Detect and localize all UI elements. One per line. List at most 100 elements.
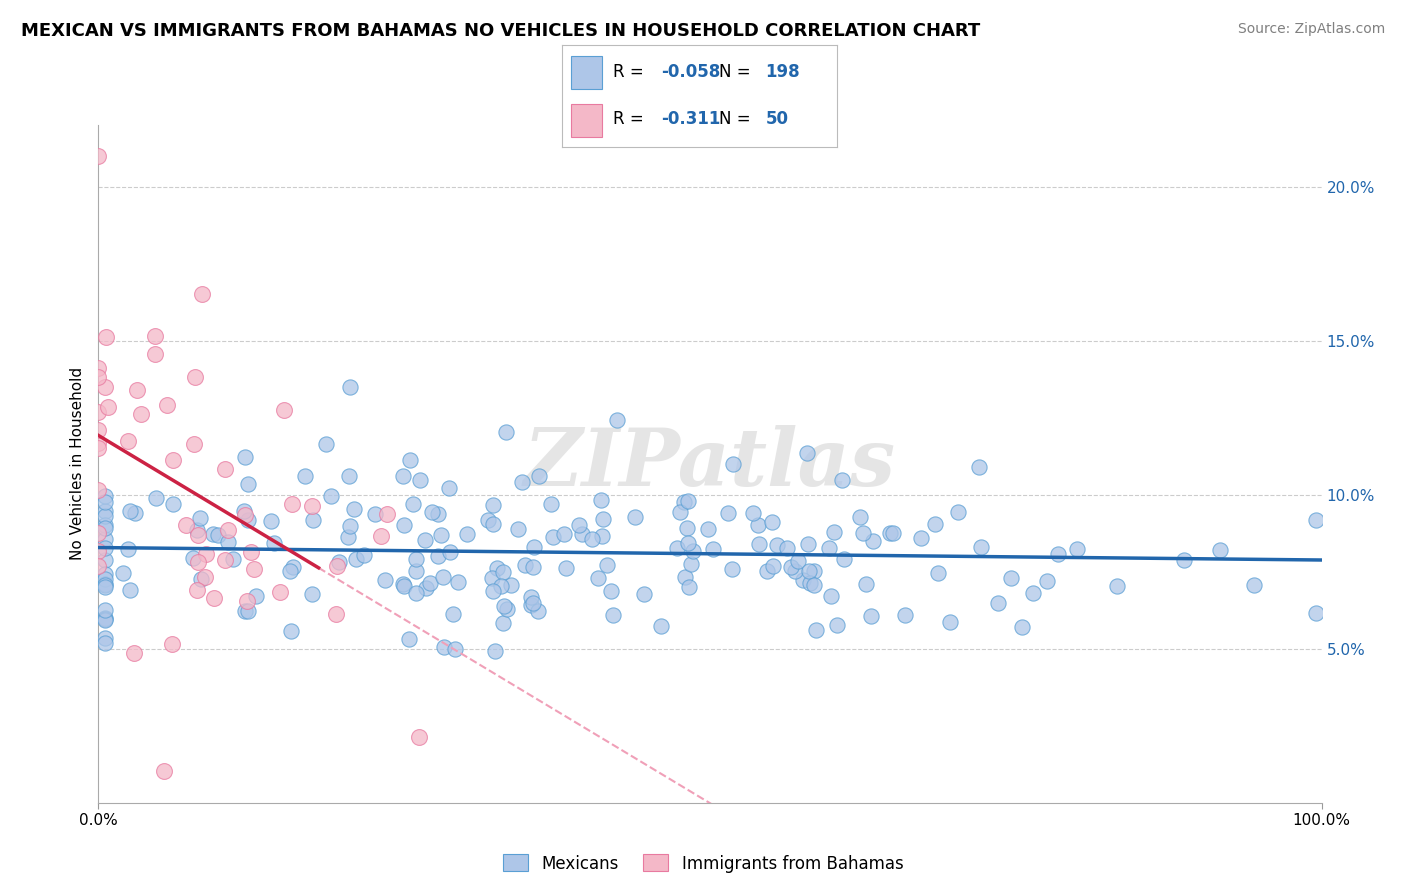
Text: R =: R = bbox=[613, 111, 650, 128]
Point bbox=[87, 423, 110, 437]
Point bbox=[1173, 553, 1195, 567]
Point bbox=[162, 637, 184, 651]
Point bbox=[924, 517, 946, 532]
Point bbox=[568, 517, 591, 532]
Point bbox=[87, 405, 110, 419]
Point bbox=[650, 619, 672, 633]
Point bbox=[581, 532, 603, 546]
Point bbox=[1022, 586, 1045, 600]
Point bbox=[415, 581, 437, 595]
Point bbox=[176, 517, 198, 532]
Point bbox=[879, 525, 901, 540]
Point bbox=[392, 579, 415, 593]
Text: 50: 50 bbox=[765, 111, 789, 128]
Text: -0.311: -0.311 bbox=[661, 111, 720, 128]
Point bbox=[482, 516, 505, 531]
Point bbox=[93, 553, 115, 567]
Point bbox=[553, 526, 575, 541]
Point bbox=[1036, 574, 1059, 589]
Point bbox=[491, 565, 513, 579]
Point bbox=[419, 576, 441, 591]
Point bbox=[278, 564, 301, 578]
Point bbox=[111, 566, 134, 580]
Point bbox=[437, 481, 460, 495]
Point bbox=[702, 542, 724, 557]
Point bbox=[1209, 542, 1232, 557]
Point bbox=[405, 564, 427, 578]
Point bbox=[633, 587, 655, 601]
Point bbox=[787, 554, 810, 568]
FancyBboxPatch shape bbox=[571, 104, 602, 137]
Point bbox=[1107, 579, 1129, 593]
FancyBboxPatch shape bbox=[571, 56, 602, 88]
Point bbox=[592, 512, 614, 526]
Point bbox=[855, 577, 877, 591]
Point bbox=[353, 549, 375, 563]
Point bbox=[243, 562, 266, 576]
Point bbox=[522, 560, 544, 574]
Point bbox=[87, 149, 110, 163]
Point bbox=[666, 541, 689, 555]
Point bbox=[93, 495, 115, 509]
Point bbox=[527, 604, 550, 618]
Point bbox=[676, 536, 699, 550]
Point bbox=[555, 561, 578, 575]
Point bbox=[343, 502, 366, 516]
Point bbox=[217, 524, 239, 538]
Point bbox=[263, 535, 285, 549]
Point bbox=[444, 642, 467, 657]
Point bbox=[970, 541, 993, 555]
Point bbox=[184, 370, 207, 384]
Point bbox=[484, 644, 506, 658]
Point bbox=[599, 584, 621, 599]
Point bbox=[93, 577, 115, 591]
Point bbox=[315, 436, 337, 450]
Point bbox=[596, 558, 619, 573]
Point bbox=[803, 564, 825, 578]
Point bbox=[118, 504, 141, 518]
Point bbox=[187, 528, 209, 542]
Point bbox=[93, 602, 115, 616]
Point bbox=[402, 497, 425, 511]
Point bbox=[202, 591, 225, 605]
Point bbox=[337, 469, 360, 483]
Point bbox=[392, 517, 415, 532]
Point bbox=[775, 541, 797, 555]
Point bbox=[181, 550, 204, 565]
Point bbox=[398, 632, 420, 646]
Point bbox=[748, 537, 770, 551]
Point bbox=[125, 383, 148, 397]
Point bbox=[523, 541, 546, 555]
Point bbox=[894, 608, 917, 623]
Point bbox=[678, 580, 700, 594]
Point bbox=[145, 491, 167, 506]
Point bbox=[328, 555, 350, 569]
Point bbox=[233, 508, 256, 522]
Point bbox=[143, 329, 166, 343]
Point bbox=[783, 564, 806, 578]
Point bbox=[939, 615, 962, 629]
Point bbox=[803, 578, 825, 592]
Point bbox=[820, 589, 842, 603]
Point bbox=[831, 473, 853, 487]
Point bbox=[87, 441, 110, 455]
Point bbox=[522, 596, 544, 610]
Point bbox=[124, 506, 146, 520]
Point bbox=[1243, 578, 1265, 592]
Point bbox=[93, 613, 115, 627]
Point bbox=[301, 514, 323, 528]
Point bbox=[232, 504, 254, 518]
Point bbox=[987, 596, 1010, 610]
Point bbox=[762, 558, 785, 573]
Point bbox=[756, 565, 779, 579]
Point bbox=[492, 616, 515, 631]
Point bbox=[294, 469, 316, 483]
Point bbox=[87, 559, 110, 574]
Point bbox=[721, 562, 744, 576]
Point bbox=[186, 523, 208, 537]
Point bbox=[391, 577, 413, 591]
Text: MEXICAN VS IMMIGRANTS FROM BAHAMAS NO VEHICLES IN HOUSEHOLD CORRELATION CHART: MEXICAN VS IMMIGRANTS FROM BAHAMAS NO VE… bbox=[21, 22, 980, 40]
Point bbox=[799, 565, 821, 579]
Point bbox=[818, 541, 841, 556]
Text: R =: R = bbox=[613, 63, 650, 81]
